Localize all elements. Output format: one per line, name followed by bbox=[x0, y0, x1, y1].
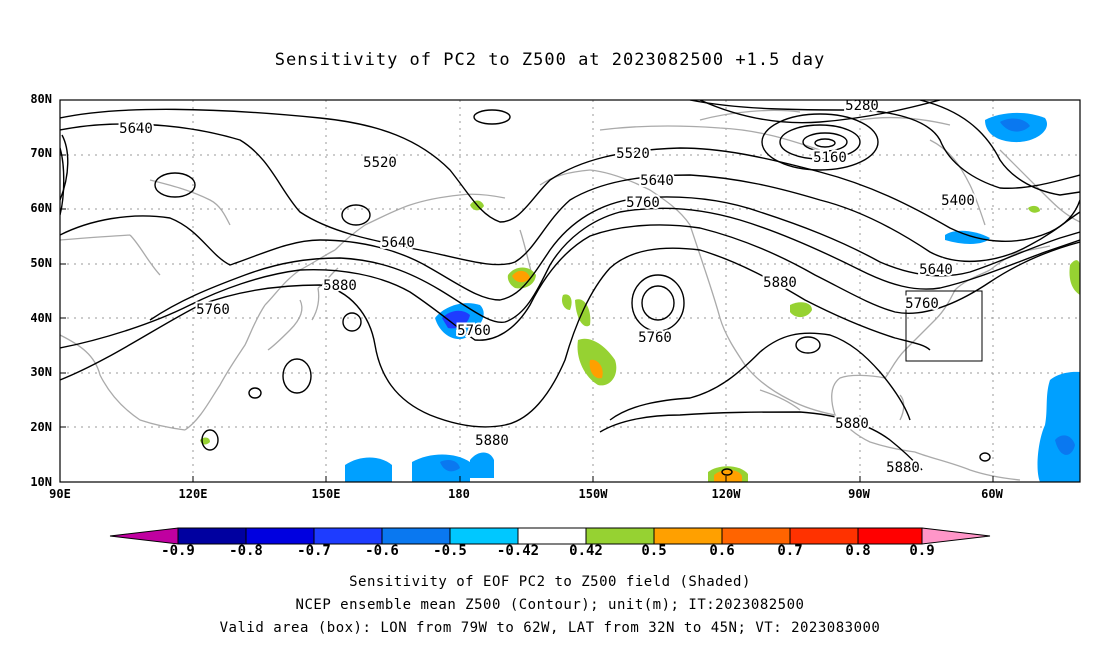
lon-label: 120W bbox=[711, 487, 741, 501]
positive-shading-date-line-core bbox=[512, 270, 530, 283]
contour-label: 5640 bbox=[381, 235, 415, 251]
negative-shading-greenland-core bbox=[1000, 118, 1030, 132]
colorbar-label: 0.9 bbox=[909, 543, 935, 559]
colorbar-label: 0.42 bbox=[569, 543, 603, 559]
contour-label: 5160 bbox=[813, 150, 847, 166]
positive-shading-itcz-core bbox=[714, 469, 742, 482]
lat-label: 40N bbox=[30, 311, 52, 325]
negative-shading-itcz-3 bbox=[470, 452, 494, 478]
footer-line-3: Valid area (box): LON from 79W to 62W, L… bbox=[219, 620, 881, 636]
negative-shading-itcz-1 bbox=[345, 457, 392, 482]
lat-label: 70N bbox=[30, 146, 52, 160]
negative-shading-atlantic-east bbox=[1037, 371, 1080, 482]
footer-line-1: Sensitivity of EOF PC2 to Z500 field (Sh… bbox=[349, 574, 751, 590]
contour-label: 5880 bbox=[475, 433, 509, 449]
contour-label: 5880 bbox=[763, 275, 797, 291]
map-frame bbox=[59, 99, 1081, 483]
contour-label: 5640 bbox=[119, 121, 153, 137]
lon-label: 150E bbox=[311, 487, 341, 501]
positive-shading-subtropics-2 bbox=[561, 294, 572, 310]
colorbar-label: -0.7 bbox=[297, 543, 331, 559]
contour-label: 5880 bbox=[886, 460, 920, 476]
contour-label: 5760 bbox=[638, 330, 672, 346]
contour-label: 5760 bbox=[626, 195, 660, 211]
contour-label: 5880 bbox=[323, 278, 357, 294]
lat-label: 30N bbox=[30, 365, 52, 379]
graticule bbox=[60, 100, 1080, 482]
lon-label: 90E bbox=[49, 487, 71, 501]
contour-label: 5400 bbox=[941, 193, 975, 209]
positive-shading-gulf bbox=[790, 302, 812, 318]
lat-label: 50N bbox=[30, 256, 52, 270]
lat-label: 60N bbox=[30, 201, 52, 215]
contour-label: 5520 bbox=[363, 155, 397, 171]
negative-shading-atlantic-core bbox=[1055, 435, 1075, 455]
contour-label: 5640 bbox=[640, 173, 674, 189]
colorbar-max-arrow bbox=[921, 527, 991, 545]
colorbar bbox=[109, 527, 991, 545]
contour-label: 5760 bbox=[457, 323, 491, 339]
negative-shading-itcz-4 bbox=[440, 460, 460, 472]
lon-label: 150W bbox=[578, 487, 608, 501]
lat-label: 10N bbox=[30, 475, 52, 489]
colorbar-min-arrow bbox=[109, 527, 179, 545]
contour-label-group: 5640 5520 5520 5640 5760 5880 5280 5160 … bbox=[117, 98, 977, 478]
contour-label: 5880 bbox=[835, 416, 869, 432]
positive-shading-east bbox=[1069, 260, 1080, 295]
colorbar-label: -0.5 bbox=[433, 543, 467, 559]
contour-label: 5760 bbox=[196, 302, 230, 318]
map-title: Sensitivity of PC2 to Z500 at 2023082500… bbox=[274, 50, 826, 70]
contour-label: 5640 bbox=[919, 262, 953, 278]
lon-label: 60W bbox=[981, 487, 1003, 501]
colorbar-label: 0.5 bbox=[641, 543, 667, 559]
colorbar-label: -0.6 bbox=[365, 543, 399, 559]
negative-shading-northeast-pacific-core bbox=[442, 310, 470, 329]
contour-label: 5520 bbox=[616, 146, 650, 162]
contour-label: 5280 bbox=[845, 98, 879, 114]
colorbar-label: 0.6 bbox=[709, 543, 735, 559]
colorbar-label: -0.42 bbox=[496, 543, 540, 559]
positive-shading-central-pacific-core bbox=[589, 359, 603, 379]
lon-label: 180 bbox=[448, 487, 470, 501]
colorbar-label: 0.8 bbox=[845, 543, 871, 559]
lat-label: 20N bbox=[30, 420, 52, 434]
contour-label: 5760 bbox=[905, 296, 939, 312]
negative-shading-labrador bbox=[945, 230, 990, 244]
lon-label: 120E bbox=[178, 487, 208, 501]
positive-shading-nova bbox=[1028, 205, 1040, 213]
footer-line-2: NCEP ensemble mean Z500 (Contour); unit(… bbox=[295, 597, 805, 613]
colorbar-label: 0.7 bbox=[777, 543, 803, 559]
negative-shading-itcz-2 bbox=[412, 454, 470, 482]
colorbar-label: -0.8 bbox=[229, 543, 263, 559]
lat-label: 80N bbox=[30, 92, 52, 106]
lon-label: 90W bbox=[848, 487, 870, 501]
valid-area-box bbox=[905, 290, 983, 362]
z500-contours bbox=[60, 100, 1080, 476]
colorbar-label: -0.9 bbox=[161, 543, 195, 559]
sensitivity-shading bbox=[200, 112, 1080, 482]
